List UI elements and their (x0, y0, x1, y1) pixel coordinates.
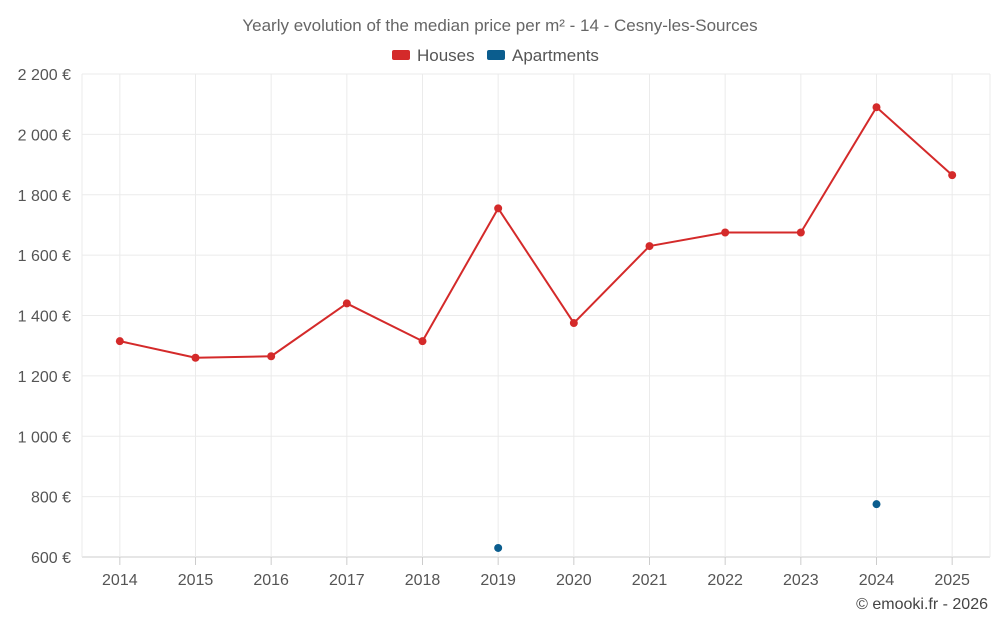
data-point-houses-2021[interactable] (645, 242, 654, 251)
data-point-houses-2017[interactable] (342, 299, 351, 308)
data-point-houses-2023[interactable] (796, 228, 805, 237)
y-tick-label: 800 € (31, 490, 71, 507)
data-point-houses-2022[interactable] (721, 228, 730, 237)
legend-label-houses[interactable]: Houses (417, 46, 475, 65)
chart-title: Yearly evolution of the median price per… (242, 16, 757, 35)
y-tick-label: 1 400 € (18, 309, 71, 326)
x-tick-label: 2023 (783, 572, 819, 589)
x-tick-label: 2018 (405, 572, 441, 589)
legend-label-apartments[interactable]: Apartments (512, 46, 599, 65)
data-point-houses-2025[interactable] (948, 171, 957, 180)
axes: 600 € 800 € 1 000 € 1 200 € 1 400 € 1 600 € 1 … (18, 67, 970, 589)
data-point-apartments-2024[interactable] (872, 500, 881, 509)
legend-swatch-apartments[interactable] (487, 50, 505, 60)
data-point-houses-2018[interactable] (418, 337, 427, 346)
x-tick-label: 2020 (556, 572, 592, 589)
x-tick-label: 2022 (707, 572, 743, 589)
data-point-houses-2016[interactable] (267, 352, 276, 361)
x-tick-label: 2019 (480, 572, 516, 589)
x-tick-label: 2017 (329, 572, 365, 589)
x-tick-label: 2024 (859, 572, 895, 589)
data-point-houses-2020[interactable] (569, 319, 578, 328)
data-point-houses-2015[interactable] (191, 353, 200, 362)
y-tick-label: 1 800 € (18, 188, 71, 205)
y-tick-label: 600 € (31, 550, 71, 567)
x-tick-label: 2016 (253, 572, 289, 589)
y-tick-label: 1 600 € (18, 248, 71, 265)
x-tick-label: 2025 (934, 572, 970, 589)
y-tick-label: 2 200 € (18, 67, 71, 84)
grid (81, 73, 991, 558)
y-tick-label: 1 200 € (18, 369, 71, 386)
legend[interactable]: Houses Apartments (392, 46, 599, 65)
x-tick-label: 2014 (102, 572, 138, 589)
x-tick-label: 2015 (178, 572, 214, 589)
series-line-houses (119, 106, 953, 359)
y-tick-label: 2 000 € (18, 127, 71, 144)
legend-swatch-houses[interactable] (392, 50, 410, 60)
y-tick-label: 1 000 € (18, 429, 71, 446)
data-point-houses-2024[interactable] (872, 103, 881, 112)
data-point-houses-2014[interactable] (115, 337, 124, 346)
data-point-houses-2019[interactable] (494, 204, 503, 213)
data-point-apartments-2019[interactable] (494, 543, 503, 552)
credit-text: © emooki.fr - 2026 (856, 596, 988, 613)
x-tick-label: 2021 (632, 572, 668, 589)
series (115, 103, 957, 552)
